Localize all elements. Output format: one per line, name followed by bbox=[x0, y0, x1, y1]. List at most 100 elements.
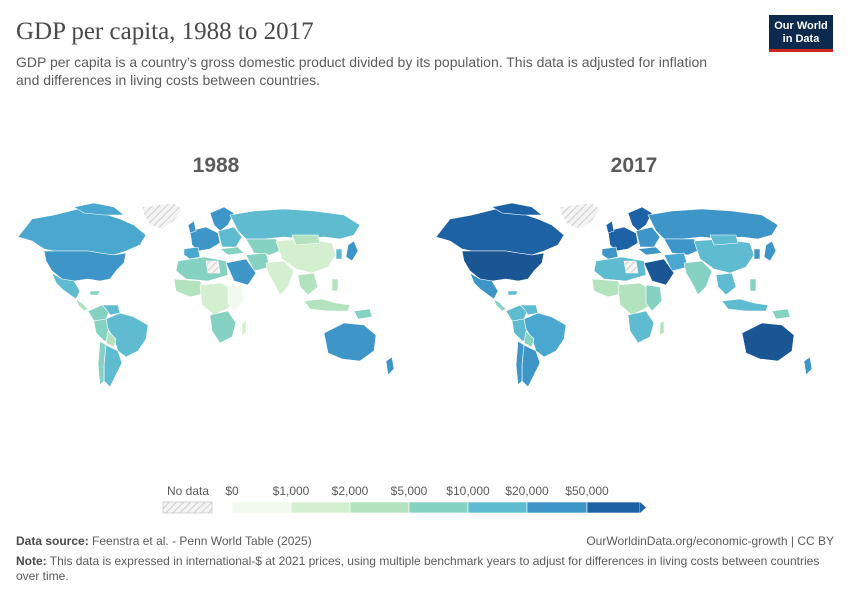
bolivia-shape bbox=[105, 330, 117, 348]
russia-shape bbox=[229, 208, 361, 240]
central-africa-shape bbox=[199, 282, 235, 316]
legend-bin-5[interactable] bbox=[526, 501, 588, 514]
logo-line-2: in Data bbox=[782, 33, 820, 45]
southeast-asia-shape bbox=[715, 272, 737, 296]
japan-shape bbox=[345, 240, 359, 262]
legend-bin-1[interactable] bbox=[290, 501, 351, 514]
arctic-islands-shape bbox=[73, 202, 125, 216]
chile-shape bbox=[515, 340, 525, 386]
eastern-europe-shape bbox=[217, 226, 243, 248]
japan-shape bbox=[763, 240, 777, 262]
map-legend: No data $0 $1,000 $2,000 $5,000 $10,000 $20,0… bbox=[162, 484, 646, 514]
mongolia-shape bbox=[709, 234, 739, 246]
saudi-arabia-shape bbox=[225, 258, 257, 286]
turkey-shape bbox=[219, 246, 245, 256]
korea-shape bbox=[753, 248, 761, 260]
map-title-1988: 1988 bbox=[192, 154, 240, 177]
uk-shape bbox=[187, 220, 197, 234]
southeast-asia-shape bbox=[297, 272, 319, 296]
central-america-shape bbox=[75, 298, 89, 312]
venezuela-shape bbox=[519, 304, 539, 316]
legend-bin-label: $2,000 bbox=[332, 484, 369, 498]
western-europe-shape bbox=[189, 226, 221, 252]
new-zealand-shape bbox=[385, 356, 395, 376]
footer-source-text[interactable]: Feenstra et al. - Penn World Table (2025… bbox=[92, 534, 312, 548]
madagascar-shape bbox=[241, 320, 247, 336]
sahara-nodata-shape bbox=[623, 260, 639, 274]
footer-license[interactable]: OurWorldinData.org/economic-growth | CC … bbox=[586, 534, 834, 548]
footer-source-label: Data source: bbox=[16, 534, 89, 548]
southern-africa-shape bbox=[209, 310, 237, 344]
legend-bin-2[interactable] bbox=[349, 501, 410, 514]
footer-note-label: Note: bbox=[16, 554, 47, 568]
png-shape bbox=[353, 308, 373, 320]
usa-shape bbox=[43, 250, 127, 282]
legend-bin-6[interactable] bbox=[586, 501, 641, 514]
caribbean-shape bbox=[89, 290, 101, 296]
venezuela-shape bbox=[101, 304, 121, 316]
east-africa-shape bbox=[645, 284, 663, 312]
legend-bin-label: $50,000 bbox=[565, 484, 609, 498]
footer-note: Note: This data is expressed in internat… bbox=[16, 554, 836, 584]
footer-note-text: This data is expressed in international-… bbox=[16, 554, 820, 583]
owid-logo[interactable]: Our World in Data bbox=[769, 15, 833, 52]
kazakhstan-shape bbox=[245, 238, 285, 256]
madagascar-shape bbox=[659, 320, 665, 336]
legend-bin-label: $1,000 bbox=[273, 484, 310, 498]
legend-bin-label: $10,000 bbox=[446, 484, 490, 498]
scandinavia-shape bbox=[627, 206, 653, 232]
west-africa-shape bbox=[173, 278, 207, 298]
colombia-shape bbox=[505, 304, 529, 322]
north-africa-shape bbox=[593, 256, 647, 282]
new-zealand-shape bbox=[803, 356, 813, 376]
korea-shape bbox=[335, 248, 343, 260]
map-title-2017: 2017 bbox=[610, 154, 658, 177]
indonesia-shape bbox=[721, 298, 769, 312]
logo-line-1: Our World bbox=[774, 20, 828, 32]
legend-arrow-tip bbox=[640, 502, 646, 513]
philippines-shape bbox=[331, 278, 339, 292]
central-america-shape bbox=[493, 298, 507, 312]
footer-source: Data source: Feenstra et al. - Penn Worl… bbox=[16, 534, 312, 548]
legend-bin-3[interactable] bbox=[408, 501, 469, 514]
legend-bin-4[interactable] bbox=[467, 501, 528, 514]
sahara-nodata-shape bbox=[205, 260, 221, 274]
iberia-shape bbox=[183, 246, 201, 260]
arctic-islands-shape bbox=[491, 202, 543, 216]
kazakhstan-shape bbox=[663, 238, 703, 256]
canada-shape bbox=[435, 208, 565, 256]
legend-bin-label: $5,000 bbox=[391, 484, 428, 498]
australia-shape bbox=[323, 322, 377, 362]
caribbean-shape bbox=[507, 290, 519, 296]
png-shape bbox=[771, 308, 791, 320]
world-map-1988 bbox=[17, 202, 395, 388]
iberia-shape bbox=[601, 246, 619, 260]
legend-no-data-label: No data bbox=[167, 484, 209, 498]
india-shape bbox=[265, 260, 295, 296]
legend-bin-label: $20,000 bbox=[505, 484, 549, 498]
uk-shape bbox=[605, 220, 615, 234]
usa-shape bbox=[461, 250, 545, 282]
page-subtitle: GDP per capita is a country’s gross dome… bbox=[16, 54, 708, 88]
legend-bin-0[interactable] bbox=[231, 501, 292, 514]
world-map-2017 bbox=[435, 202, 813, 388]
india-shape bbox=[683, 260, 713, 296]
philippines-shape bbox=[749, 278, 757, 292]
greenland-shape bbox=[559, 202, 601, 230]
scandinavia-shape bbox=[209, 206, 235, 232]
legend-bin-label: $0 bbox=[225, 484, 239, 498]
central-africa-shape bbox=[617, 282, 653, 316]
saudi-arabia-shape bbox=[643, 258, 675, 286]
west-africa-shape bbox=[591, 278, 625, 298]
mongolia-shape bbox=[291, 234, 321, 246]
north-africa-shape bbox=[175, 256, 229, 282]
russia-shape bbox=[647, 208, 779, 240]
eastern-europe-shape bbox=[635, 226, 661, 248]
page-title: GDP per capita, 1988 to 2017 bbox=[16, 18, 314, 45]
east-africa-shape bbox=[227, 284, 245, 312]
turkey-shape bbox=[637, 246, 663, 256]
western-europe-shape bbox=[607, 226, 639, 252]
australia-shape bbox=[741, 322, 795, 362]
southern-africa-shape bbox=[627, 310, 655, 344]
canada-shape bbox=[17, 208, 147, 256]
